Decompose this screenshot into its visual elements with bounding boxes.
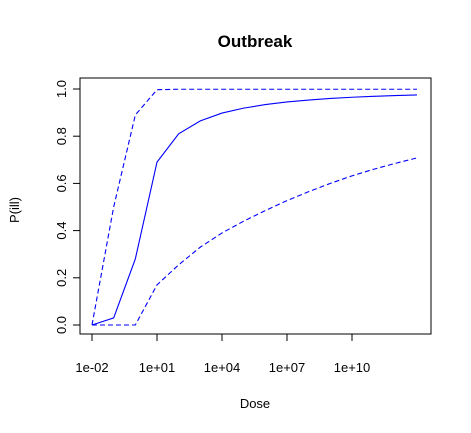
y-tick-label: 0.4 — [54, 222, 69, 240]
x-tick-label: 1e+10 — [334, 360, 371, 375]
x-axis-label: Dose — [240, 396, 270, 411]
x-axis: 1e-02 1e+01 1e+04 1e+07 1e+10 — [75, 333, 371, 375]
y-axis: 0.0 0.2 0.4 0.6 0.8 1.0 — [54, 80, 81, 334]
plot-area-frame — [79, 77, 432, 335]
x-tick-label: 1e-02 — [75, 360, 108, 375]
chart-title: Outbreak — [218, 32, 293, 51]
y-tick-label: 0.6 — [54, 174, 69, 192]
y-tick-label: 0.0 — [54, 316, 69, 334]
x-tick-label: 1e+07 — [269, 360, 306, 375]
series-line-estimate — [91, 94, 418, 326]
data-series-group — [91, 88, 418, 326]
series-line-lower-bound — [92, 157, 418, 326]
series-line-upper-bound — [91, 88, 417, 326]
y-tick-label: 1.0 — [54, 80, 69, 98]
y-tick-label: 0.8 — [54, 127, 69, 145]
x-tick-label: 1e+01 — [139, 360, 176, 375]
y-axis-label: P(ill) — [7, 197, 22, 223]
x-tick-label: 1e+04 — [204, 360, 241, 375]
y-tick-label: 0.2 — [54, 269, 69, 287]
